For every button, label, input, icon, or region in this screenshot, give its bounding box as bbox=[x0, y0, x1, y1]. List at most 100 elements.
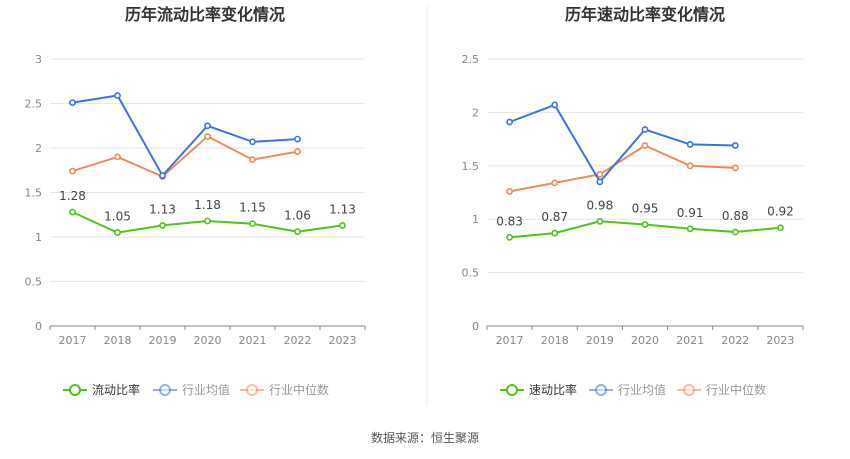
legend-swatch-marker bbox=[159, 384, 171, 396]
data-label: 1.13 bbox=[329, 202, 356, 216]
legend-item[interactable]: 流动比率 bbox=[63, 382, 140, 397]
series-line bbox=[72, 94, 298, 178]
data-point[interactable] bbox=[777, 224, 784, 232]
y-tick-label: 2.5 bbox=[25, 98, 43, 111]
legend-item[interactable]: 行业中位数 bbox=[240, 382, 329, 397]
data-point[interactable] bbox=[551, 229, 559, 237]
x-tick-label: 2022 bbox=[721, 334, 749, 347]
y-tick-label: 2 bbox=[472, 106, 479, 119]
series-line bbox=[509, 103, 736, 184]
y-tick-label: 0.5 bbox=[25, 276, 43, 289]
x-tick-label: 2019 bbox=[586, 334, 614, 347]
y-tick-label: 1 bbox=[472, 213, 479, 226]
data-point[interactable] bbox=[249, 156, 256, 163]
data-point[interactable] bbox=[204, 122, 211, 130]
legend-swatch-marker bbox=[69, 384, 81, 396]
legend-label: 流动比率 bbox=[92, 382, 140, 397]
data-point[interactable] bbox=[641, 221, 649, 228]
data-point[interactable] bbox=[731, 142, 739, 149]
legend-item[interactable]: 行业均值 bbox=[153, 382, 230, 397]
data-point[interactable] bbox=[69, 167, 76, 175]
data-label: 1.18 bbox=[194, 198, 221, 212]
data-point[interactable] bbox=[731, 228, 739, 236]
legend-label: 行业均值 bbox=[618, 382, 666, 397]
data-point[interactable] bbox=[551, 179, 559, 187]
data-label: 1.28 bbox=[59, 189, 86, 203]
y-tick-label: 0 bbox=[472, 320, 479, 333]
data-label: 0.88 bbox=[722, 209, 749, 223]
x-tick-label: 2019 bbox=[149, 334, 177, 347]
chart-title: 历年流动比率变化情况 bbox=[125, 5, 285, 24]
data-point[interactable] bbox=[114, 153, 121, 161]
series-line bbox=[72, 135, 298, 178]
quick-ratio-chart: 历年速动比率变化情况 0 0.5 1 1.5 2 2.5 2017 2018 2019 2020 20… bbox=[462, 5, 804, 397]
data-point[interactable] bbox=[686, 162, 694, 170]
data-label: 1.05 bbox=[104, 210, 131, 224]
data-point[interactable] bbox=[294, 228, 301, 236]
legend-item[interactable]: 速动比率 bbox=[500, 382, 577, 397]
legend-label: 速动比率 bbox=[529, 382, 577, 397]
data-point[interactable] bbox=[249, 138, 256, 146]
data-point[interactable] bbox=[551, 101, 559, 109]
data-point[interactable] bbox=[114, 229, 121, 236]
legend-swatch-marker bbox=[506, 384, 518, 396]
data-point[interactable] bbox=[159, 172, 166, 179]
legend-swatch-marker bbox=[246, 384, 258, 396]
data-point[interactable] bbox=[294, 148, 301, 155]
y-tick-label: 3 bbox=[35, 53, 42, 66]
data-label: 0.83 bbox=[496, 214, 523, 228]
legend-item[interactable]: 行业中位数 bbox=[677, 382, 766, 397]
data-point[interactable] bbox=[506, 118, 513, 126]
y-tick-label: 1.5 bbox=[462, 160, 480, 173]
x-tick-label: 2022 bbox=[284, 334, 312, 347]
data-point[interactable] bbox=[686, 225, 694, 233]
x-tick-label: 2023 bbox=[766, 334, 794, 347]
data-point[interactable] bbox=[114, 92, 121, 99]
x-tick-label: 2021 bbox=[676, 334, 704, 347]
data-label: 1.06 bbox=[284, 209, 311, 223]
y-tick-label: 0.5 bbox=[462, 267, 480, 280]
data-point[interactable] bbox=[596, 217, 604, 225]
chart-title: 历年速动比率变化情况 bbox=[565, 5, 725, 24]
x-tick-label: 2017 bbox=[496, 334, 524, 347]
data-point[interactable] bbox=[731, 164, 739, 172]
data-point[interactable] bbox=[596, 178, 604, 186]
y-tick-label: 2 bbox=[35, 142, 42, 155]
y-tick-label: 1 bbox=[35, 231, 42, 244]
y-tick-label: 0 bbox=[35, 320, 42, 333]
x-tick-label: 2021 bbox=[239, 334, 267, 347]
legend-label: 行业中位数 bbox=[269, 382, 329, 397]
data-label: 0.91 bbox=[677, 206, 704, 220]
data-point[interactable] bbox=[686, 141, 694, 148]
data-point[interactable] bbox=[294, 135, 301, 143]
data-label: 1.15 bbox=[239, 201, 266, 215]
x-tick-label: 2020 bbox=[631, 334, 659, 347]
x-tick-label: 2023 bbox=[329, 334, 357, 347]
y-tick-label: 2.5 bbox=[462, 53, 480, 66]
data-point[interactable] bbox=[69, 99, 76, 107]
x-tick-label: 2018 bbox=[104, 334, 132, 347]
data-point[interactable] bbox=[204, 217, 211, 225]
current-ratio-chart: 历年流动比率变化情况 0 0.5 1 1.5 2 2.5 3 2017 2018 2019 2020 2… bbox=[25, 5, 366, 397]
data-point[interactable] bbox=[506, 188, 513, 195]
data-point[interactable] bbox=[506, 233, 513, 241]
legend-label: 行业均值 bbox=[182, 382, 230, 397]
data-point[interactable] bbox=[641, 126, 649, 133]
data-point[interactable] bbox=[249, 220, 256, 228]
legend-swatch-marker bbox=[683, 384, 695, 396]
series-line bbox=[509, 144, 736, 193]
data-point[interactable] bbox=[641, 142, 649, 149]
data-point[interactable] bbox=[69, 208, 76, 216]
data-point[interactable] bbox=[596, 170, 604, 178]
data-point[interactable] bbox=[159, 222, 166, 229]
data-label: 0.87 bbox=[541, 210, 568, 224]
x-tick-label: 2018 bbox=[541, 334, 569, 347]
data-label: 1.13 bbox=[149, 202, 176, 216]
data-label: 0.92 bbox=[767, 205, 794, 219]
data-point[interactable] bbox=[339, 222, 346, 229]
legend-item[interactable]: 行业均值 bbox=[589, 382, 666, 397]
legend-label: 行业中位数 bbox=[706, 382, 766, 397]
data-point[interactable] bbox=[204, 133, 211, 140]
data-source-note: 数据来源：恒生聚源 bbox=[371, 430, 479, 445]
